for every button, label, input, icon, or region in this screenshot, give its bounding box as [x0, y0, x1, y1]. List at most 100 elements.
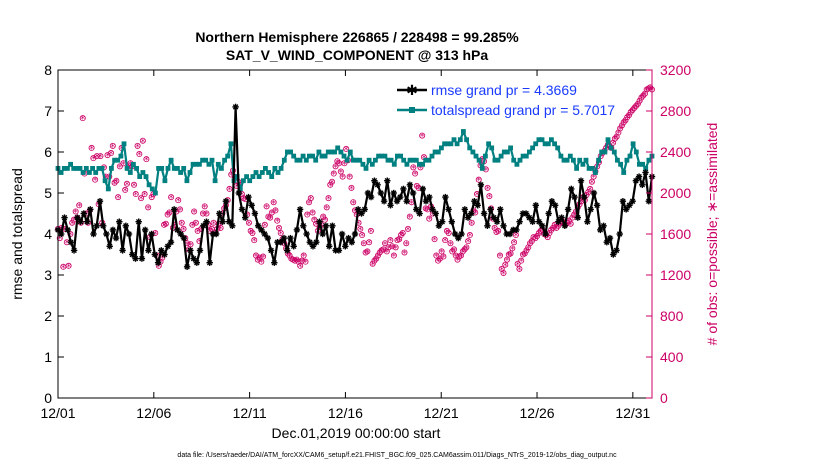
obs-assimilated-point: * [312, 217, 317, 227]
rmse-point [577, 177, 585, 184]
obs-possible-point [332, 163, 339, 170]
rmse-point [552, 202, 559, 209]
obs-assimilated-point: * [217, 221, 222, 231]
left-tick-label: 3 [44, 267, 52, 283]
obs-possible-point [449, 248, 456, 255]
rmse-point [535, 218, 543, 225]
totalspread-point [464, 137, 469, 143]
rmse-point-stroke [174, 227, 181, 233]
obs-possible-point [463, 244, 470, 251]
obs-assimilated-point: * [105, 152, 110, 162]
obs-possible-point [72, 208, 79, 215]
rmse-point-stroke [197, 247, 203, 254]
obs-assimilated-point: * [259, 259, 264, 269]
rmse-point [574, 214, 581, 221]
obs-assimilated-point: * [498, 253, 503, 263]
rmse-point-stroke [87, 206, 94, 213]
rmse-point [161, 251, 168, 258]
rmse-point-stroke [177, 231, 184, 237]
rmse-point-stroke [355, 206, 361, 213]
obs-assimilated-point: * [446, 230, 451, 240]
x-axis-label: Dec.01,2019 00:00:00 start [272, 425, 441, 441]
totalspread-point [244, 174, 249, 179]
obs-possible-point [247, 227, 254, 234]
totalspread-point [300, 153, 306, 159]
right-tick-label: 2400 [660, 144, 691, 160]
rmse-point [70, 247, 78, 254]
rmse-point-stroke [229, 223, 236, 229]
obs-assimilated-point: * [208, 228, 213, 238]
rmse-point [167, 238, 175, 246]
obs-possible-point [514, 260, 521, 267]
totalspread-point [209, 157, 215, 163]
rmse-point-stroke [584, 218, 591, 225]
totalspread-point [542, 141, 548, 147]
rmse-point [374, 181, 381, 189]
obs-possible-point [454, 256, 461, 263]
obs-assimilated-point: * [167, 210, 172, 220]
left-tick-label: 4 [44, 226, 52, 242]
rmse-point [426, 193, 433, 201]
obs-assimilated-point: * [450, 248, 455, 258]
obs-possible-point [528, 238, 535, 245]
obs-assimilated-point: * [195, 228, 200, 238]
obs-possible-point [399, 229, 406, 236]
rmse-point [532, 202, 539, 209]
obs-possible-point [132, 191, 139, 198]
totalspread-point [426, 157, 432, 163]
rmse-point [629, 197, 636, 205]
totalspread-point [162, 178, 168, 184]
rmse-point-stroke [161, 251, 168, 258]
obs-assimilated-point: * [452, 246, 457, 256]
obs-possible-point [366, 239, 373, 246]
rmse-point-stroke [439, 218, 445, 225]
obs-assimilated-point: * [535, 233, 540, 243]
totalspread-point [313, 157, 319, 163]
obs-possible-point [440, 253, 447, 260]
obs-assimilated-point: * [554, 225, 559, 235]
obs-assimilated-point: * [379, 247, 384, 257]
rmse-point [335, 247, 343, 254]
obs-assimilated-point: * [121, 160, 126, 170]
rmse-point-stroke [384, 177, 391, 184]
obs-assimilated-point: * [111, 143, 116, 153]
rmse-point [99, 222, 107, 230]
obs-assimilated-point: * [151, 191, 156, 201]
rmse-point [271, 259, 278, 266]
rmse-point-stroke [533, 202, 539, 209]
rmse-point [439, 218, 446, 225]
x-tick-label: 12/01 [40, 405, 75, 421]
obs-assimilated-point: * [420, 133, 425, 143]
rmse-point [642, 169, 649, 176]
rmse-point-stroke [416, 210, 423, 217]
rmse-point [377, 189, 384, 197]
obs-assimilated-point: * [579, 198, 584, 208]
obs-assimilated-point: * [365, 248, 370, 258]
obs-possible-point [327, 181, 334, 188]
rmse-point-stroke [142, 227, 148, 233]
rmse-point [493, 218, 501, 225]
obs-possible-point [442, 237, 449, 244]
obs-assimilated-point: * [399, 232, 404, 242]
totalspread-point [61, 166, 67, 171]
totalspread-point [83, 166, 89, 171]
obs-assimilated-point: * [70, 220, 75, 230]
rmse-point-stroke [216, 210, 223, 217]
rmse-point [387, 202, 394, 209]
rmse-point-stroke [371, 177, 378, 184]
obs-possible-point [343, 145, 350, 152]
obs-assimilated-point: * [360, 232, 365, 242]
totalspread-point [206, 161, 212, 167]
obs-possible-point [136, 151, 143, 158]
totalspread-point [112, 157, 117, 163]
obs-assimilated-point: * [521, 252, 526, 262]
obs-assimilated-point: * [63, 226, 68, 236]
totalspread-point [360, 161, 366, 167]
obs-assimilated-point: * [616, 130, 621, 140]
rmse-point [416, 210, 423, 217]
rmse-point [403, 197, 410, 205]
totalspread-point [583, 157, 589, 163]
obs-assimilated-point: * [333, 163, 338, 173]
obs-possible-point [162, 220, 169, 227]
rmse-point-stroke [494, 218, 500, 225]
